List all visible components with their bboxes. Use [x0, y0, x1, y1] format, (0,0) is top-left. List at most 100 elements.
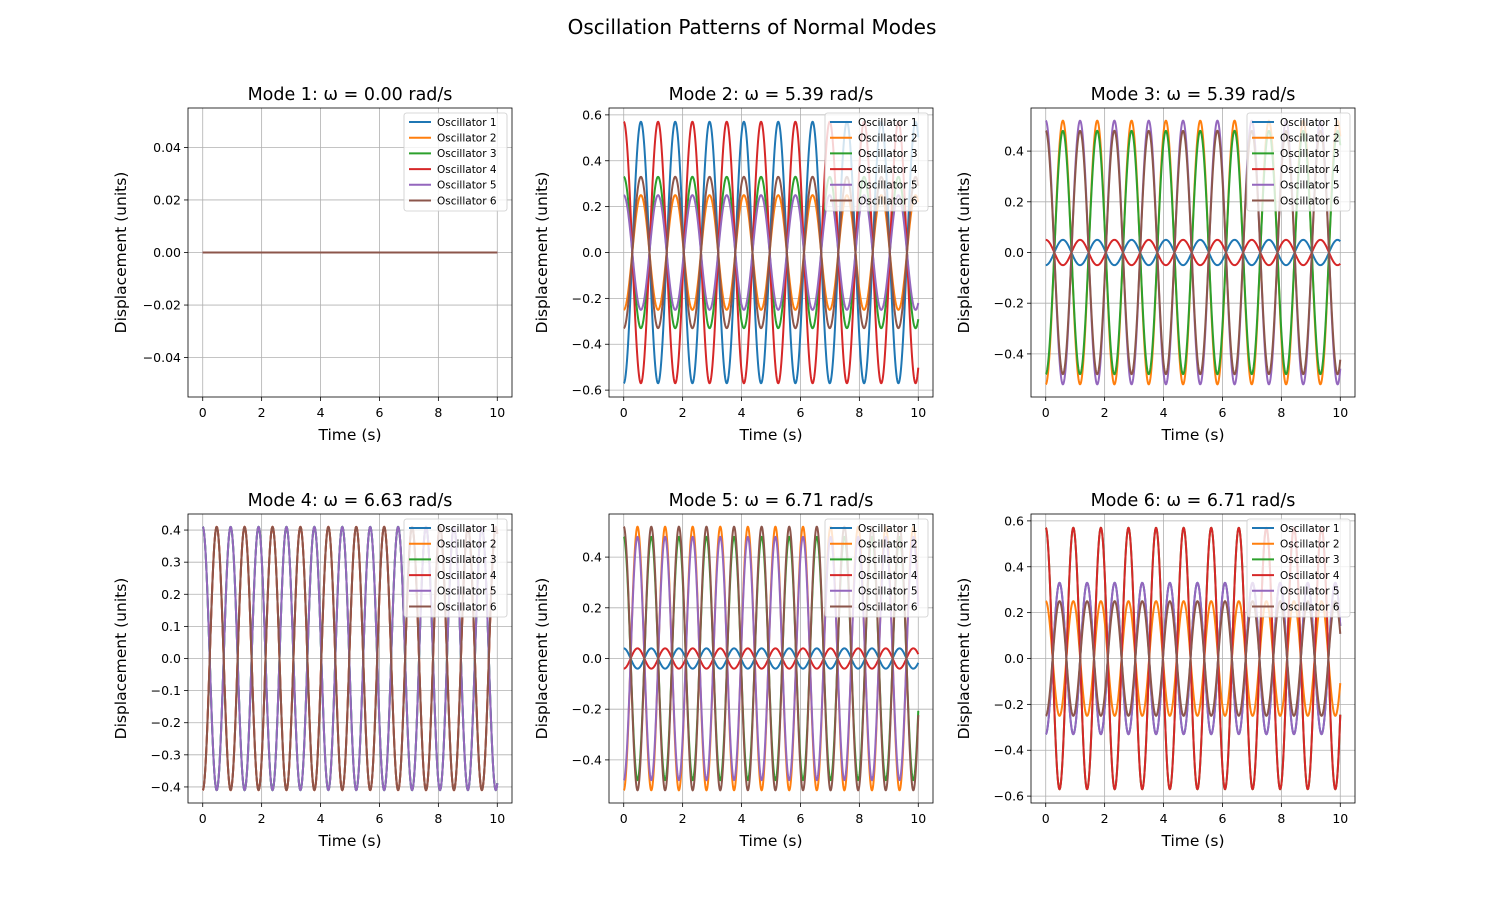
legend-entry: Oscillator 6 — [858, 195, 918, 207]
x-tick-label: 2 — [1101, 811, 1109, 826]
y-axis-label: Displacement (units) — [955, 578, 973, 740]
y-tick-label: −0.4 — [151, 779, 181, 794]
x-tick-label: 10 — [489, 405, 505, 420]
y-tick-label: 0.2 — [582, 199, 602, 214]
legend-entry: Oscillator 1 — [1280, 117, 1340, 129]
legend-entry: Oscillator 3 — [1280, 554, 1340, 566]
y-tick-label: 0.4 — [1004, 559, 1024, 574]
legend: Oscillator 1 Oscillator 2 Oscillator 3 Osci… — [824, 112, 929, 212]
x-axis-label: Time (s) — [1160, 832, 1224, 850]
legend-entry: Oscillator 5 — [1280, 586, 1340, 598]
legend-entry: Oscillator 2 — [437, 133, 497, 145]
y-tick-label: −0.6 — [994, 789, 1024, 804]
y-tick-label: 0.0 — [582, 245, 602, 260]
legend-entry: Oscillator 6 — [437, 601, 497, 613]
x-tick-label: 0 — [620, 405, 628, 420]
x-tick-label: 6 — [796, 811, 804, 826]
x-tick-label: 6 — [1218, 811, 1226, 826]
legend-entry: Oscillator 6 — [858, 601, 918, 613]
subplot-title: Mode 5: ω = 6.71 rad/s — [669, 491, 874, 511]
y-tick-label: 0.0 — [582, 651, 602, 666]
y-tick-label: −0.4 — [994, 346, 1024, 361]
x-axis-label: Time (s) — [317, 426, 381, 444]
subplot-5: 0 2 4 6 8 10 −0.4 −0.2 0.0 0.2 0.4 Mode 5: ω = 6.71… — [533, 491, 934, 850]
legend-entry: Oscillator 3 — [437, 148, 497, 160]
legend-entry: Oscillator 6 — [437, 195, 497, 207]
y-axis-label: Displacement (units) — [955, 172, 973, 334]
legend: Oscillator 1 Oscillator 2 Oscillator 3 Osci… — [824, 518, 929, 618]
x-tick-label: 8 — [1277, 811, 1285, 826]
plot-frame — [1030, 107, 1356, 398]
legend-entry: Oscillator 4 — [1280, 570, 1340, 582]
y-tick-label: 0.0 — [1004, 651, 1024, 666]
legend: Oscillator 1 Oscillator 2 Oscillator 3 Osci… — [1246, 112, 1351, 212]
subplot-title: Mode 2: ω = 5.39 rad/s — [669, 85, 874, 105]
y-tick-label: −0.2 — [151, 715, 181, 730]
x-tick-label: 4 — [317, 811, 325, 826]
y-axis-label: Displacement (units) — [112, 172, 130, 334]
y-tick-label: 0.3 — [161, 555, 181, 570]
legend-entry: Oscillator 5 — [858, 586, 918, 598]
plot-frame — [1030, 513, 1356, 804]
series-line-oscillator-6 — [623, 175, 920, 330]
x-tick-label: 6 — [375, 405, 383, 420]
plot-frame — [187, 513, 513, 804]
x-axis-label: Time (s) — [1160, 426, 1224, 444]
x-tick-label: 4 — [738, 811, 746, 826]
x-tick-label: 10 — [910, 405, 926, 420]
x-tick-label: 4 — [738, 405, 746, 420]
x-tick-label: 8 — [1277, 405, 1285, 420]
subplot-3: 0 2 4 6 8 10 −0.4 −0.2 0.0 0.2 0.4 Mode 3: ω = 5.39… — [955, 85, 1356, 444]
y-tick-label: −0.2 — [994, 296, 1024, 311]
y-axis-label: Displacement (units) — [112, 578, 130, 740]
y-tick-label: 0.0 — [1004, 245, 1024, 260]
legend-entry: Oscillator 1 — [858, 117, 918, 129]
plot-frame — [187, 107, 513, 398]
x-tick-label: 6 — [796, 405, 804, 420]
y-tick-label: −0.02 — [143, 298, 181, 313]
subplot-title: Mode 3: ω = 5.39 rad/s — [1091, 85, 1296, 105]
x-tick-label: 4 — [1160, 405, 1168, 420]
legend-entry: Oscillator 2 — [858, 133, 918, 145]
y-axis-label: Displacement (units) — [533, 578, 551, 740]
x-tick-label: 10 — [910, 811, 926, 826]
legend-entry: Oscillator 1 — [437, 523, 497, 535]
y-tick-label: −0.04 — [143, 350, 181, 365]
series-group — [202, 525, 499, 792]
legend-entry: Oscillator 4 — [858, 570, 918, 582]
subplot-title: Mode 4: ω = 6.63 rad/s — [248, 491, 453, 511]
y-axis-label: Displacement (units) — [533, 172, 551, 334]
y-tick-label: −0.3 — [151, 747, 181, 762]
x-tick-label: 2 — [679, 405, 687, 420]
plot-frame — [608, 513, 934, 804]
y-tick-label: 0.00 — [153, 245, 181, 260]
series-line-oscillator-1 — [1045, 238, 1341, 267]
legend-entry: Oscillator 2 — [1280, 133, 1340, 145]
y-tick-label: 0.2 — [582, 600, 602, 615]
x-tick-label: 6 — [375, 811, 383, 826]
legend: Oscillator 1 Oscillator 2 Oscillator 3 Osci… — [403, 518, 508, 618]
x-tick-label: 10 — [1332, 405, 1348, 420]
y-tick-label: −0.2 — [572, 291, 602, 306]
x-tick-label: 0 — [199, 405, 207, 420]
y-tick-label: 0.04 — [153, 140, 181, 155]
x-tick-label: 0 — [1042, 405, 1050, 420]
legend-entry: Oscillator 6 — [1280, 195, 1340, 207]
series-group — [1045, 119, 1342, 386]
legend-entry: Oscillator 1 — [858, 523, 918, 535]
legend-entry: Oscillator 5 — [437, 586, 497, 598]
x-tick-label: 8 — [434, 811, 442, 826]
x-axis-label: Time (s) — [317, 832, 381, 850]
y-tick-label: −0.6 — [572, 383, 602, 398]
y-tick-label: 0.4 — [582, 550, 602, 565]
x-tick-label: 2 — [1101, 405, 1109, 420]
x-tick-label: 4 — [1160, 811, 1168, 826]
plot-frame — [608, 107, 934, 398]
legend-entry: Oscillator 3 — [1280, 148, 1340, 160]
y-tick-label: −0.4 — [572, 337, 602, 352]
y-tick-label: 0.2 — [1004, 605, 1024, 620]
legend-entry: Oscillator 5 — [1280, 180, 1340, 192]
y-tick-label: −0.2 — [572, 702, 602, 717]
subplot-4: 0 2 4 6 8 10 −0.4 −0.3 −0.2 −0.1 0.0 0.1 0.2 0.3 0.4 Mo… — [112, 491, 513, 850]
